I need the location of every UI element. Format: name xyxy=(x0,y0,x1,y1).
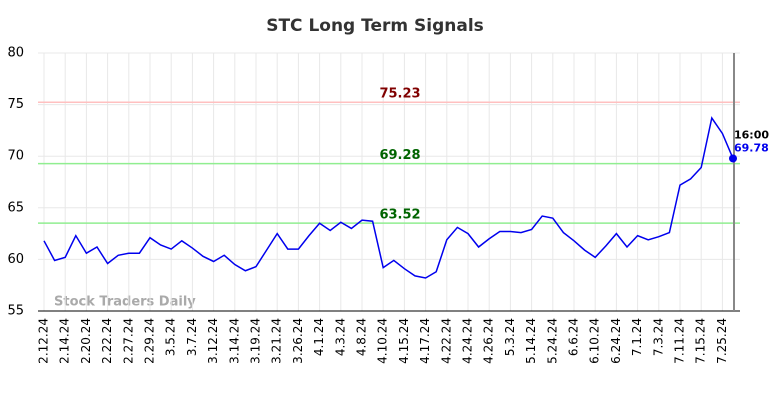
x-tick-label: 4.1.24 xyxy=(312,318,326,356)
chart-title: STC Long Term Signals xyxy=(266,16,484,36)
x-tick-label: 4.24.24 xyxy=(461,318,475,364)
level-label: 75.23 xyxy=(379,87,420,102)
x-tick-label: 3.7.24 xyxy=(185,318,199,356)
x-tick-label: 6.6.24 xyxy=(567,318,581,356)
y-tick-label: 55 xyxy=(7,304,24,319)
x-tick-label: 2.22.24 xyxy=(100,318,114,364)
level-label: 69.28 xyxy=(379,148,420,163)
y-tick-label: 80 xyxy=(7,46,24,61)
x-tick-label: 2.20.24 xyxy=(79,318,93,364)
x-tick-label: 2.12.24 xyxy=(37,318,51,364)
x-tick-label: 7.1.24 xyxy=(630,318,644,356)
price-line xyxy=(43,116,734,279)
x-tick-label: 3.21.24 xyxy=(270,318,284,364)
x-tick-label: 4.3.24 xyxy=(333,318,347,356)
x-tick-label: 4.17.24 xyxy=(418,318,432,364)
x-tick-label: 4.22.24 xyxy=(439,318,453,364)
x-tick-label: 6.24.24 xyxy=(609,318,623,364)
y-tick-label: 75 xyxy=(7,97,24,112)
x-tick-label: 3.12.24 xyxy=(206,318,220,364)
x-tick-label: 7.3.24 xyxy=(651,318,665,356)
x-tick-label: 5.24.24 xyxy=(545,318,559,364)
x-tick-label: 7.11.24 xyxy=(673,318,687,364)
watermark: Stock Traders Daily xyxy=(54,295,196,310)
x-tick-label: 5.14.24 xyxy=(524,318,538,364)
x-tick-label: 3.14.24 xyxy=(227,318,241,364)
x-tick-label: 3.26.24 xyxy=(291,318,305,364)
x-tick-label: 7.25.24 xyxy=(715,318,729,364)
x-tick-label: 3.19.24 xyxy=(249,318,263,364)
x-tick-label: 4.10.24 xyxy=(376,318,390,364)
x-tick-label: 2.29.24 xyxy=(143,318,157,364)
last-value: 69.78 xyxy=(734,141,769,154)
x-tick-label: 3.5.24 xyxy=(164,318,178,356)
y-tick-label: 70 xyxy=(7,149,24,164)
last-point xyxy=(729,154,737,163)
x-tick-label: 2.27.24 xyxy=(121,318,135,364)
x-tick-label: 5.3.24 xyxy=(503,318,517,356)
y-tick-label: 60 xyxy=(7,252,24,267)
last-time: 16:00 xyxy=(734,128,769,141)
x-tick-label: 4.15.24 xyxy=(397,318,411,364)
x-tick-label: 7.15.24 xyxy=(694,318,708,364)
x-tick-label: 4.26.24 xyxy=(482,318,496,364)
x-tick-label: 2.14.24 xyxy=(58,318,72,364)
level-label: 63.52 xyxy=(379,208,420,223)
x-tick-label: 6.10.24 xyxy=(588,318,602,364)
x-tick-label: 4.8.24 xyxy=(355,318,369,356)
y-tick-label: 65 xyxy=(7,200,24,215)
